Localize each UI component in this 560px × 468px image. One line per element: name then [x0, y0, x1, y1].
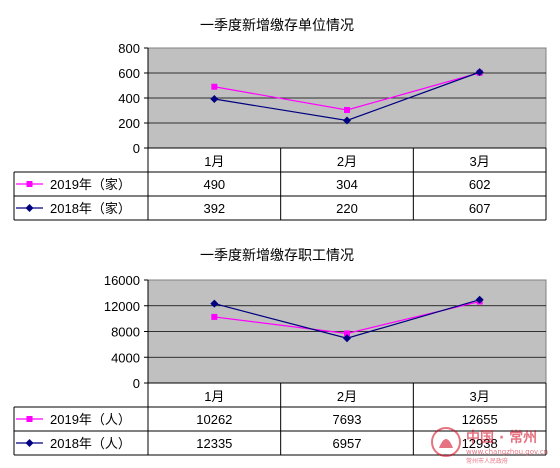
- y-tick-label: 12000: [104, 299, 140, 314]
- data-label: 6957: [333, 436, 362, 451]
- data-label: 220: [336, 201, 358, 216]
- data-point: [344, 330, 350, 337]
- chart-employees: 一季度新增缴存职工情况 0 4000 8000 12000 16000 1月 2月 3月 2019…: [13, 247, 547, 456]
- data-point: [211, 83, 218, 90]
- data-point: [210, 95, 219, 103]
- y-tick-label: 200: [118, 116, 140, 131]
- chart-title: 一季度新增缴存单位情况: [200, 17, 354, 33]
- data-point: [343, 116, 351, 125]
- data-point: [210, 299, 219, 308]
- legend-swatch-marker: [25, 204, 34, 212]
- data-label: 392: [203, 201, 225, 216]
- y-tick-label: 4000: [111, 350, 140, 365]
- svg-text:www.changzhou.gov.cn: www.changzhou.gov.cn: [466, 448, 548, 456]
- y-tick-label: 800: [118, 41, 140, 56]
- data-label: 12655: [462, 412, 498, 427]
- data-label: 304: [336, 177, 358, 192]
- x-category-label: 1月: [204, 154, 224, 169]
- y-tick-label: 0: [133, 376, 140, 391]
- data-label: 607: [469, 201, 491, 216]
- x-category-label: 2月: [337, 389, 357, 404]
- legend-swatch-marker: [25, 439, 34, 447]
- data-point: [343, 334, 351, 343]
- chart-units: 一季度新增缴存单位情况 0 200 400 600 800 1月 2月 3月 2019年（家） 49…: [13, 17, 547, 221]
- svg-text:常州市人民政府: 常州市人民政府: [466, 457, 508, 465]
- data-point: [344, 107, 350, 113]
- data-label: 10262: [196, 412, 232, 427]
- legend-label: 2019年（家）: [50, 177, 131, 192]
- legend-swatch-marker: [26, 181, 33, 187]
- data-point: [211, 313, 218, 320]
- legend-label: 2019年（人）: [50, 412, 131, 427]
- legend-label: 2018年（家）: [50, 201, 131, 216]
- y-tick-label: 600: [118, 66, 140, 81]
- svg-text:中国 · 常州: 中国 · 常州: [466, 429, 537, 446]
- data-label: 490: [203, 177, 225, 192]
- y-tick-label: 16000: [104, 273, 140, 288]
- chart-title: 一季度新增缴存职工情况: [200, 247, 354, 263]
- legend-label: 2018年（人）: [50, 436, 131, 451]
- data-label: 12335: [196, 436, 232, 451]
- data-label: 602: [469, 177, 491, 192]
- x-category-label: 1月: [204, 389, 224, 404]
- data-point: [475, 68, 484, 77]
- data-label: 7693: [333, 412, 362, 427]
- changzhou-watermark-logo: 中国 · 常州 www.changzhou.gov.cn 常州市人民政府: [431, 427, 548, 465]
- data-point: [475, 295, 484, 304]
- y-tick-label: 0: [133, 141, 140, 156]
- x-category-label: 3月: [470, 389, 490, 404]
- x-category-label: 2月: [337, 154, 357, 169]
- x-category-label: 3月: [470, 154, 490, 169]
- y-tick-label: 400: [118, 91, 140, 106]
- data-label: 12938: [462, 436, 498, 451]
- legend-swatch-marker: [26, 416, 33, 422]
- y-tick-label: 8000: [111, 325, 140, 340]
